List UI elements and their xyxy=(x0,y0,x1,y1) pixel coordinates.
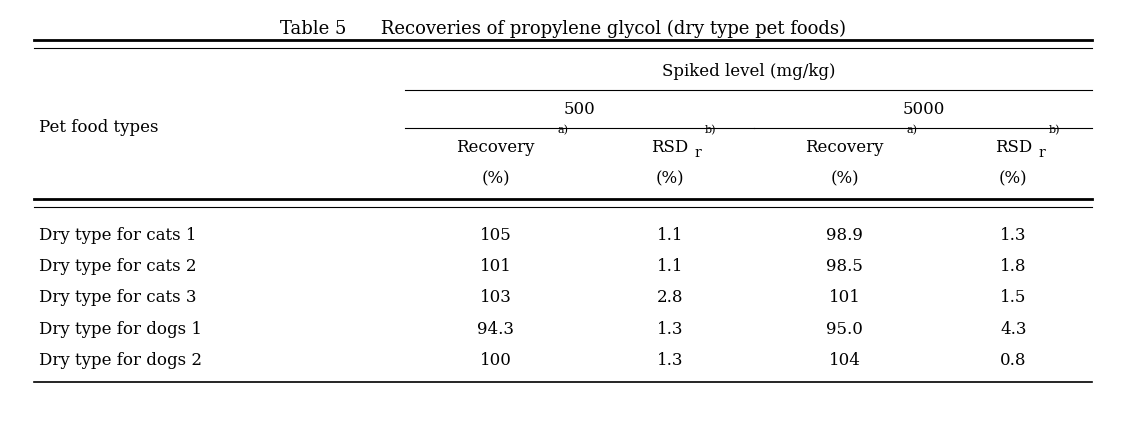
Text: Dry type for dogs 1: Dry type for dogs 1 xyxy=(39,321,203,338)
Text: Pet food types: Pet food types xyxy=(39,119,159,136)
Text: 94.3: 94.3 xyxy=(477,321,513,338)
Text: 98.5: 98.5 xyxy=(826,258,863,275)
Text: 1.3: 1.3 xyxy=(1000,227,1027,244)
Text: 104: 104 xyxy=(829,352,860,369)
Text: 103: 103 xyxy=(480,289,511,306)
Text: Dry type for cats 1: Dry type for cats 1 xyxy=(39,227,197,244)
Text: Dry type for cats 2: Dry type for cats 2 xyxy=(39,258,197,275)
Text: Table 5      Recoveries of propylene glycol (dry type pet foods): Table 5 Recoveries of propylene glycol (… xyxy=(280,20,846,39)
Text: 105: 105 xyxy=(480,227,511,244)
Text: 5000: 5000 xyxy=(902,101,945,118)
Text: 1.8: 1.8 xyxy=(1000,258,1027,275)
Text: Recovery: Recovery xyxy=(805,139,884,156)
Text: Dry type for dogs 2: Dry type for dogs 2 xyxy=(39,352,203,369)
Text: 1.5: 1.5 xyxy=(1000,289,1027,306)
Text: (%): (%) xyxy=(655,171,685,188)
Text: a): a) xyxy=(557,125,569,135)
Text: 95.0: 95.0 xyxy=(826,321,863,338)
Text: 98.9: 98.9 xyxy=(826,227,863,244)
Text: 500: 500 xyxy=(564,101,596,118)
Text: b): b) xyxy=(705,125,716,135)
Text: 1.1: 1.1 xyxy=(656,258,683,275)
Text: 100: 100 xyxy=(480,352,511,369)
Text: Dry type for cats 3: Dry type for cats 3 xyxy=(39,289,197,306)
Text: 2.8: 2.8 xyxy=(656,289,683,306)
Text: 101: 101 xyxy=(829,289,860,306)
Text: (%): (%) xyxy=(830,171,859,188)
Text: 1.1: 1.1 xyxy=(656,227,683,244)
Text: r: r xyxy=(695,146,701,160)
Text: r: r xyxy=(1038,146,1045,160)
Text: RSD: RSD xyxy=(651,139,689,156)
Text: a): a) xyxy=(906,125,918,135)
Text: RSD: RSD xyxy=(994,139,1033,156)
Text: (%): (%) xyxy=(481,171,510,188)
Text: 4.3: 4.3 xyxy=(1000,321,1027,338)
Text: 0.8: 0.8 xyxy=(1000,352,1027,369)
Text: (%): (%) xyxy=(999,171,1028,188)
Text: Spiked level (mg/kg): Spiked level (mg/kg) xyxy=(662,63,835,80)
Text: 101: 101 xyxy=(480,258,511,275)
Text: Recovery: Recovery xyxy=(456,139,535,156)
Text: b): b) xyxy=(1048,125,1060,135)
Text: 1.3: 1.3 xyxy=(656,321,683,338)
Text: 1.3: 1.3 xyxy=(656,352,683,369)
